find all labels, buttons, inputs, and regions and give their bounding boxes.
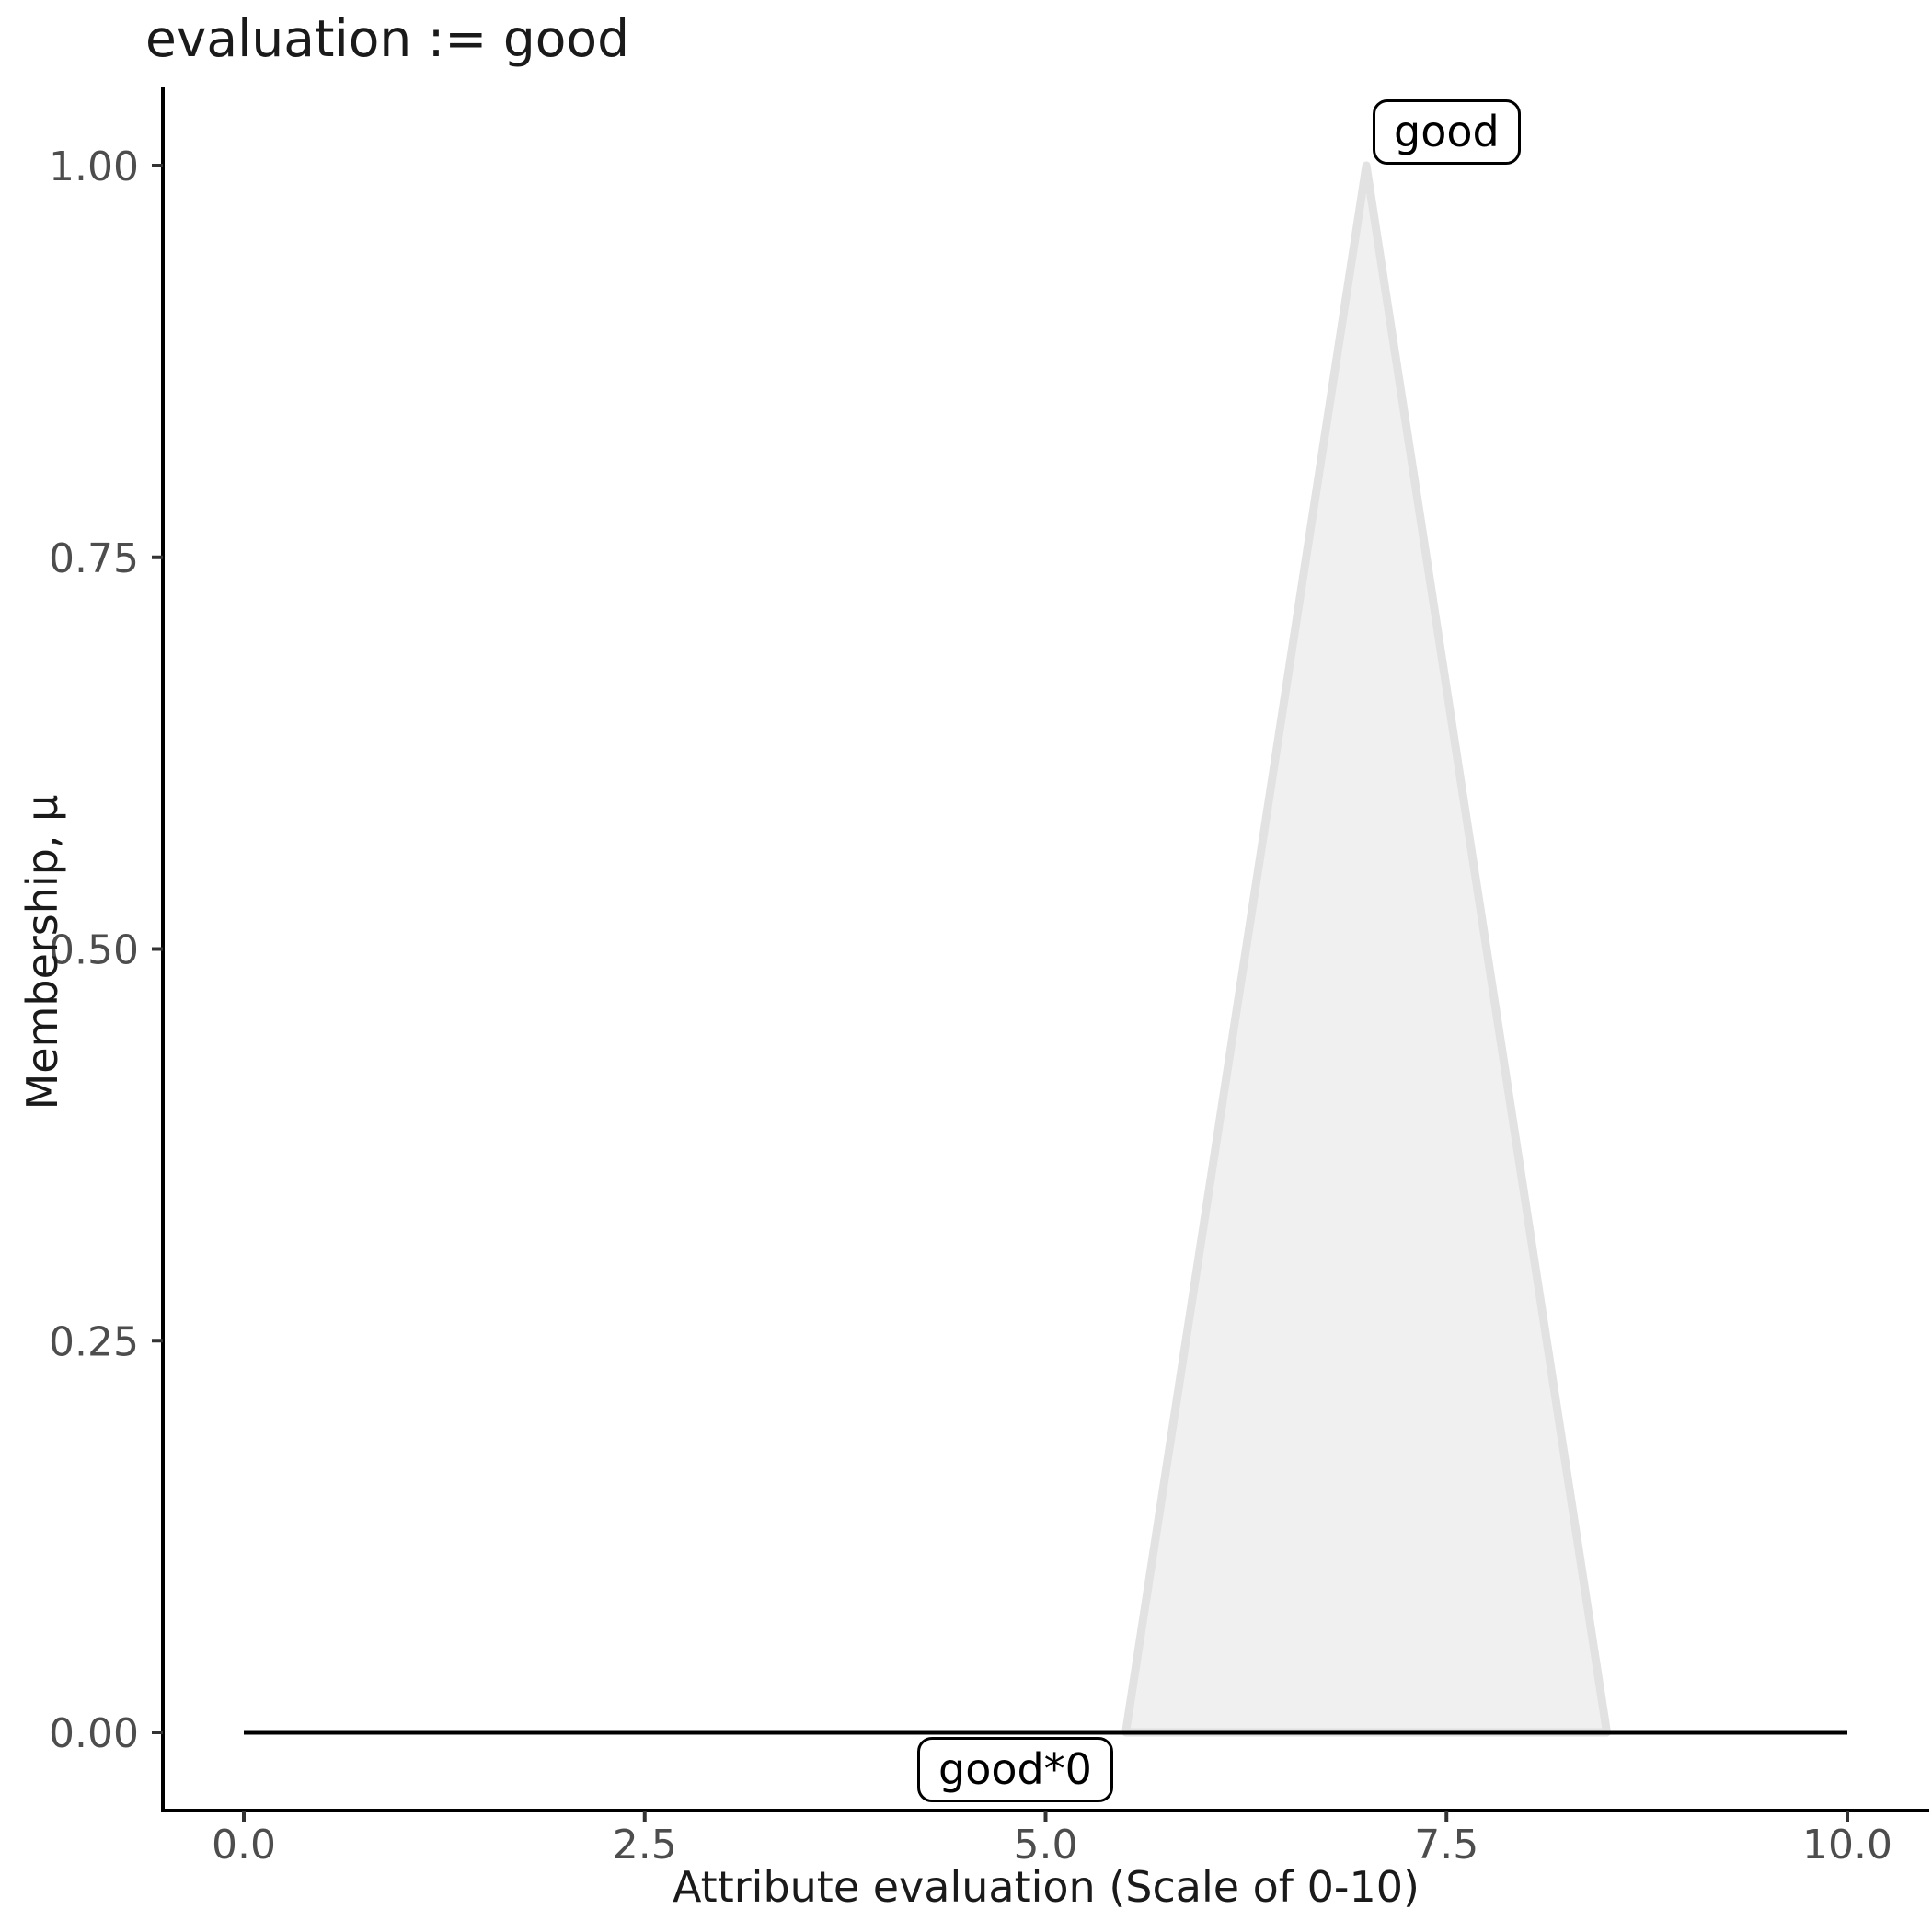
label-good-times-zero: good*0 — [917, 1737, 1113, 1802]
x-tick-label: 0.0 — [212, 1822, 276, 1869]
x-tick-label: 7.5 — [1414, 1822, 1478, 1869]
label-good: good — [1373, 99, 1521, 165]
chart-title: evaluation := good — [145, 9, 629, 68]
x-tick-label: 5.0 — [1014, 1822, 1078, 1869]
x-tick-label: 10.0 — [1802, 1822, 1892, 1869]
y-tick-label: 0.00 — [49, 1710, 139, 1757]
y-tick-label: 0.25 — [49, 1318, 139, 1365]
y-axis-title: Membership, μ — [17, 794, 67, 1110]
axis-lines — [161, 87, 1929, 1812]
series-good — [1121, 161, 1612, 1737]
y-tick-label: 0.75 — [49, 535, 139, 582]
x-axis-title: Attribute evaluation (Scale of 0-10) — [673, 1862, 1420, 1912]
y-tick-label: 1.00 — [49, 144, 139, 190]
x-tick-label: 2.5 — [613, 1822, 677, 1869]
y-tick-label: 0.50 — [49, 927, 139, 974]
